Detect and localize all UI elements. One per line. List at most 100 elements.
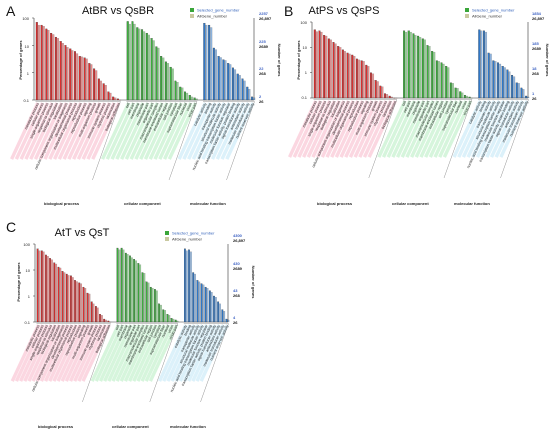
category-label-highlight [64, 324, 95, 382]
category-label: organelle [411, 100, 421, 115]
bar-all-bp [61, 43, 64, 101]
category-label-highlight [471, 100, 501, 158]
group-cellular-component: cellular component [392, 201, 429, 206]
bar-all-cc [143, 273, 146, 323]
panel-letter: B [284, 3, 293, 19]
category-label-highlight [140, 324, 170, 382]
right-tick-2-blue: 430 [233, 261, 240, 266]
bar-all-cc [157, 47, 160, 101]
bar-selected-mf [192, 272, 195, 323]
bar-all-cc [423, 39, 426, 99]
category-label-highlight [143, 102, 174, 160]
bar-all-cc [176, 82, 179, 101]
bar-selected-cc [445, 66, 448, 99]
category-label: cell junction [438, 100, 450, 119]
y-tick-100: 100 [22, 16, 29, 21]
category-label: membrane [118, 324, 129, 341]
bar-selected-cc [162, 309, 165, 323]
category-label: localization [53, 102, 64, 120]
bar-all-bp [67, 275, 70, 323]
category-label-highlight [475, 100, 506, 158]
bar-selected-cc [440, 62, 443, 99]
category-label-highlight [410, 100, 440, 158]
bar-all-bp [104, 85, 107, 101]
category-label-highlight [457, 100, 487, 158]
bar-selected-bp [388, 95, 391, 99]
bar-all-cc [160, 304, 162, 323]
category-label-highlight [316, 100, 346, 158]
bar-all-cc [147, 34, 150, 101]
category-label-highlight [480, 100, 510, 158]
bar-selected-bp [50, 32, 53, 101]
bar-all-mf [499, 63, 502, 99]
category-label-highlight [24, 102, 54, 160]
category-label-highlight [485, 100, 515, 158]
bar-selected-cc [179, 86, 182, 101]
bar-all-cc [452, 83, 454, 99]
bar-selected-bp [90, 301, 93, 323]
legend-all-swatch [465, 14, 469, 18]
category-label-highlight [68, 324, 99, 382]
category-label-highlight [466, 100, 496, 158]
right-tick-4-black: 26 [233, 320, 238, 325]
bar-all-mf [224, 60, 227, 101]
bar-all-cc [190, 96, 193, 101]
category-label-highlight [499, 100, 529, 158]
category-label-highlight [38, 102, 68, 160]
category-label-highlight [10, 102, 40, 160]
category-label-highlight [339, 100, 369, 158]
group-cellular-component: cellular component [112, 424, 149, 429]
category-label-highlight [414, 100, 445, 158]
y2-axis-label: Number of genes [545, 44, 550, 77]
category-label-highlight [306, 100, 337, 158]
category-label-highlight [29, 102, 59, 160]
category-label-highlight [10, 324, 41, 382]
category-label-highlight [148, 102, 178, 160]
bar-all-cc [428, 46, 431, 99]
category-label-highlight [158, 102, 188, 160]
bar-all-cc [122, 249, 125, 323]
bar-selected-bp [116, 98, 119, 101]
category-label: virion part [187, 102, 197, 118]
category-label: nucleoid [454, 100, 463, 114]
category-label-highlight [377, 100, 407, 158]
category-label-highlight [225, 102, 255, 160]
bar-selected-bp [45, 254, 47, 323]
bar-all-bp [358, 59, 360, 99]
category-label-highlight [367, 100, 397, 158]
category-label: cell [401, 100, 407, 107]
category-label-highlight [153, 102, 183, 160]
category-label: organelle [123, 324, 133, 339]
bar-selected-bp [36, 248, 39, 323]
bar-all-mf [253, 97, 256, 101]
bar-selected-cc [188, 95, 191, 101]
legend-all-label: AllGene_number [472, 14, 503, 19]
bar-selected-mf [511, 74, 514, 99]
bar-all-mf [185, 250, 188, 323]
category-label-highlight [419, 100, 449, 158]
bar-all-bp [344, 51, 346, 99]
bar-selected-mf [241, 78, 244, 101]
bar-selected-bp [384, 93, 386, 99]
right-tick-3-black: 268 [259, 71, 266, 76]
category-label-highlight [358, 100, 388, 158]
category-label: localization [330, 100, 341, 118]
bar-selected-cc [184, 91, 186, 101]
bar-selected-bp [327, 38, 330, 99]
category-label-highlight [31, 324, 61, 382]
bar-all-bp [42, 251, 45, 323]
category-label: locomotion [382, 100, 393, 117]
bar-all-bp [329, 39, 332, 99]
group-divider [149, 323, 178, 403]
category-label-highlight [344, 100, 374, 158]
bar-all-bp [63, 272, 66, 323]
category-label-highlight [129, 102, 159, 160]
y-axis-label: Percentage of genes [16, 262, 21, 302]
category-label: cell junction [146, 324, 158, 343]
category-label-highlight [57, 102, 88, 160]
right-tick-2-blue: 185 [532, 41, 539, 46]
y-tick-100: 100 [300, 20, 307, 25]
bar-selected-bp [103, 318, 106, 323]
group-biological-process: biological process [44, 201, 80, 206]
right-tick-3-blue: 18 [532, 66, 537, 71]
